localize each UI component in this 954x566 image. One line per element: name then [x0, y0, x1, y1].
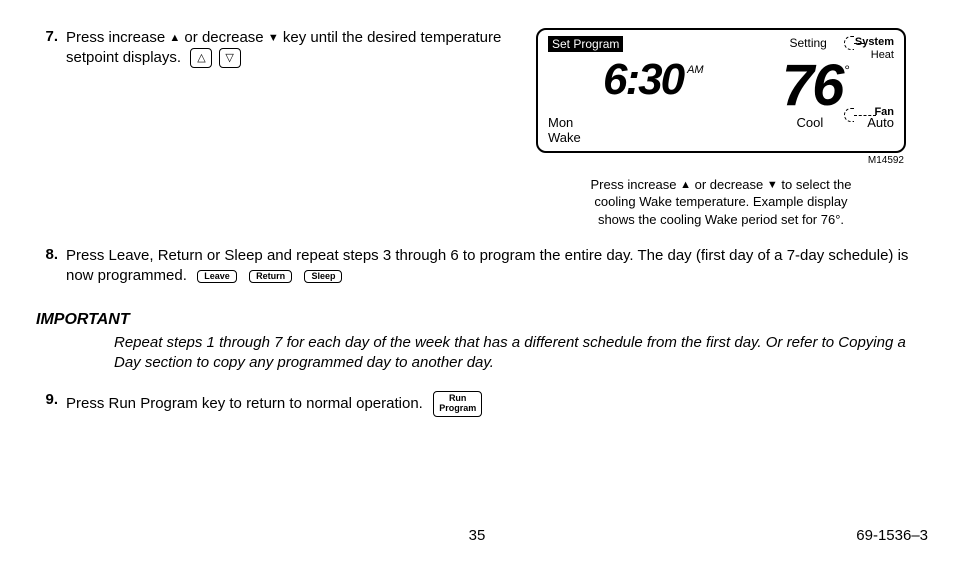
- page-footer: 35 69-1536–3: [0, 527, 954, 544]
- figure-caption: Press increase ▲ or decrease ▼ to select…: [536, 176, 906, 229]
- lcd-figure: Set Program Setting System Heat 6:30 AM …: [536, 28, 906, 228]
- step-8-number: 8.: [18, 246, 66, 287]
- thermostat-display: Set Program Setting System Heat 6:30 AM …: [536, 28, 906, 153]
- step-9-body: Press Run Program key to return to norma…: [66, 391, 936, 417]
- heat-label: Heat: [855, 49, 894, 62]
- doc-number: 69-1536–3: [856, 527, 928, 544]
- return-key-icon: Return: [249, 270, 292, 284]
- important-title: IMPORTANT: [36, 311, 936, 329]
- time-display: 6:30: [603, 60, 683, 100]
- sleep-key-icon: Sleep: [304, 270, 342, 284]
- fan-pointer-arc: [844, 108, 854, 122]
- cap-1a: Press increase: [591, 177, 681, 192]
- cap-2: cooling Wake temperature. Example displa…: [594, 194, 847, 209]
- day-label: Mon: [548, 115, 581, 130]
- period-label: Wake: [548, 130, 581, 145]
- step-8: 8. Press Leave, Return or Sleep and repe…: [18, 246, 936, 287]
- fan-pointer-line: [854, 115, 876, 116]
- leave-key-icon: Leave: [197, 270, 237, 284]
- step-7-text-b: or decrease: [180, 29, 268, 46]
- step-7-body: Press increase ▲ or decrease ▼ key until…: [66, 28, 518, 69]
- cap-1c: to select the: [778, 177, 852, 192]
- ampm-display: AM: [687, 64, 704, 76]
- degree-icon: °: [844, 62, 850, 78]
- page-number: 35: [469, 527, 486, 544]
- step-9-text: Press Run Program key to return to norma…: [66, 395, 423, 412]
- run-program-l2: Program: [439, 404, 476, 414]
- increase-key-icon: △: [190, 48, 212, 68]
- fan-label: Fan: [874, 106, 894, 119]
- mode-label: Cool: [797, 115, 824, 145]
- step-7-text-a: Press increase: [66, 29, 169, 46]
- step-9: 9. Press Run Program key to return to no…: [18, 391, 936, 417]
- cap-3: shows the cooling Wake period set for 76…: [598, 212, 844, 227]
- step-7-number: 7.: [18, 28, 66, 69]
- figure-ref: M14592: [536, 155, 904, 166]
- run-program-key-icon: RunProgram: [433, 391, 482, 417]
- cap-increase-glyph: ▲: [680, 179, 691, 191]
- step-9-number: 9.: [18, 391, 66, 417]
- step-8-body: Press Leave, Return or Sleep and repeat …: [66, 246, 936, 287]
- setting-label: Setting: [790, 36, 827, 50]
- system-label: System: [855, 36, 894, 49]
- temp-display: 76: [782, 60, 843, 112]
- step-7-row: 7. Press increase ▲ or decrease ▼ key un…: [18, 28, 936, 228]
- cap-decrease-glyph: ▼: [767, 179, 778, 191]
- decrease-glyph: ▼: [268, 32, 279, 44]
- important-body: Repeat steps 1 through 7 for each day of…: [114, 333, 934, 374]
- step-8-text: Press Leave, Return or Sleep and repeat …: [66, 247, 908, 284]
- page-content: 7. Press increase ▲ or decrease ▼ key un…: [0, 0, 954, 417]
- set-program-badge: Set Program: [548, 36, 623, 52]
- cap-1b: or decrease: [691, 177, 767, 192]
- step-7: 7. Press increase ▲ or decrease ▼ key un…: [18, 28, 518, 69]
- important-block: IMPORTANT Repeat steps 1 through 7 for e…: [36, 311, 936, 374]
- decrease-key-icon: ▽: [219, 48, 241, 68]
- system-pointer-arc: [844, 36, 854, 50]
- increase-glyph: ▲: [169, 32, 180, 44]
